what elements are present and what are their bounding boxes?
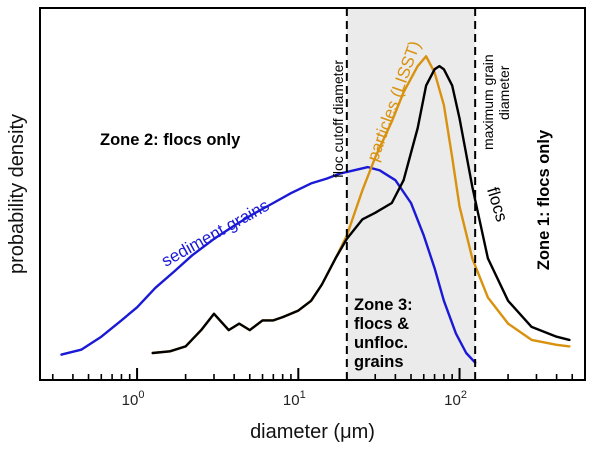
zone1-label: Zone 1: flocs only: [535, 129, 553, 270]
zone3-label-line: Zone 3:: [354, 296, 413, 314]
sediment-grains-label: sediment grains: [158, 196, 272, 271]
zone3-label-line: flocs &: [354, 315, 409, 333]
shaded-region: [346, 8, 476, 380]
flocs-curve: [151, 64, 571, 355]
x-axis-title: diameter (μm): [250, 421, 375, 443]
x-tick-label: 102: [444, 389, 467, 409]
plot-frame: [39, 7, 586, 381]
zone3-label-line: grains: [354, 353, 404, 371]
sediment-curve: [60, 165, 477, 364]
zone3-label-line: unfloc.: [354, 334, 408, 352]
max-grain-label-line2: diameter: [496, 65, 512, 120]
x-tick-label: 101: [283, 389, 306, 409]
x-tick-label: 100: [122, 389, 145, 409]
floc-cutoff-label: floc cutoff diameter: [330, 60, 346, 178]
flocs-label: flocs: [483, 185, 511, 224]
zone2-label: Zone 2: flocs only: [100, 131, 241, 149]
y-axis-title: probability density: [6, 114, 28, 274]
max-grain-label-line1: maximum grain: [480, 54, 496, 150]
